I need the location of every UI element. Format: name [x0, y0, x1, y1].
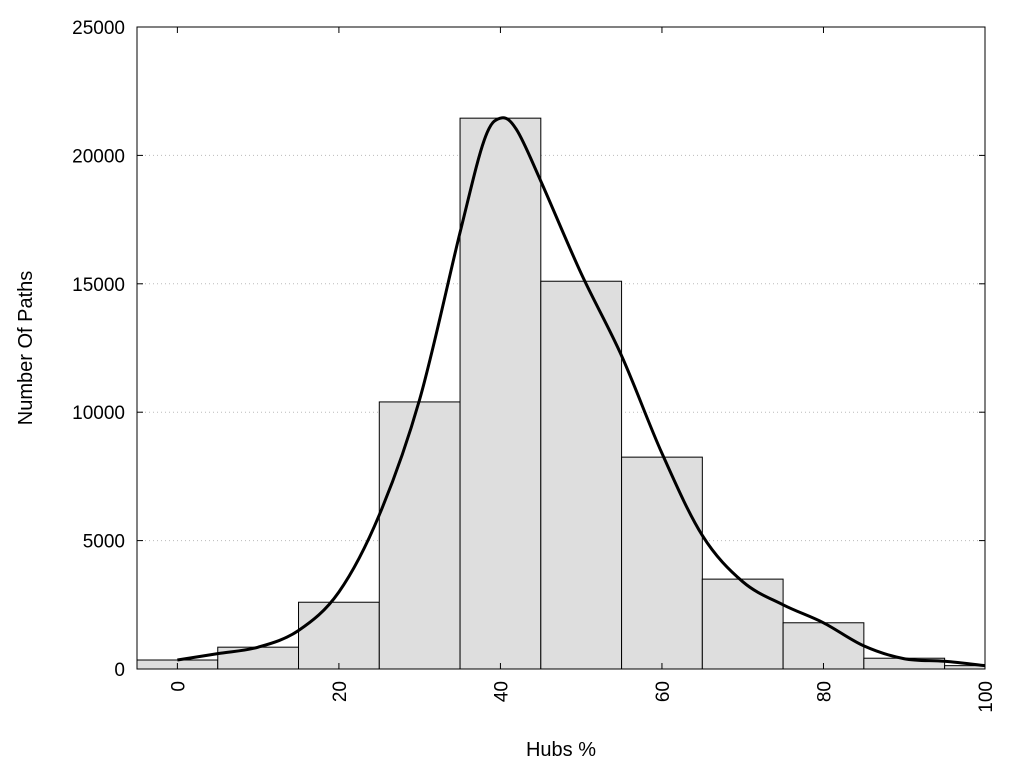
- histogram-bar: [217, 646, 300, 670]
- x-tick-label: 80: [814, 681, 835, 702]
- y-axis-ticks: 0 5000 10000 15000 20000 25000: [72, 18, 985, 681]
- histogram-bar: [378, 401, 461, 670]
- histogram-bar: [621, 456, 703, 670]
- y-tick-label: 5000: [83, 532, 125, 553]
- histogram-bars: [136, 117, 986, 670]
- y-axis-label: Number Of Paths: [15, 271, 37, 426]
- histogram-bar: [459, 117, 542, 670]
- histogram-bar: [701, 578, 784, 670]
- y-tick-label: 10000: [72, 403, 125, 424]
- x-tick-label: 60: [653, 681, 674, 702]
- x-tick-label: 40: [491, 681, 512, 702]
- y-tick-label: 0: [114, 660, 125, 681]
- plot-frame: [136, 26, 986, 670]
- x-axis-ticks: 0 20 40 60 80 100: [168, 27, 997, 713]
- x-tick-label: 20: [330, 681, 351, 702]
- x-axis-label: Hubs %: [526, 739, 596, 761]
- histogram-bar: [540, 280, 623, 670]
- histogram-bar: [782, 622, 865, 670]
- y-tick-label: 15000: [72, 275, 125, 296]
- y-tick-label: 25000: [72, 18, 125, 39]
- x-tick-label: 0: [168, 681, 189, 692]
- histogram-bar: [298, 601, 380, 670]
- density-curve: [177, 116, 986, 668]
- x-tick-label: 100: [976, 681, 997, 713]
- y-tick-label: 20000: [72, 146, 125, 167]
